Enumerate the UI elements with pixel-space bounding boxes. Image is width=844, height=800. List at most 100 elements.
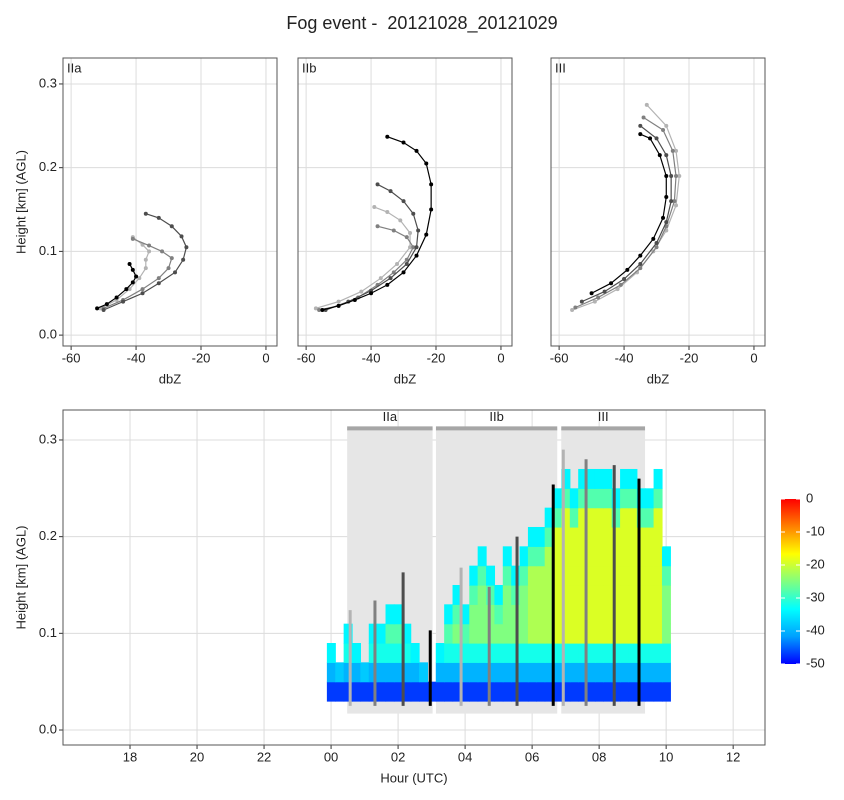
heat-cell (536, 546, 546, 567)
heat-cell (661, 584, 671, 605)
heat-cell (611, 604, 621, 625)
heat-cell (469, 604, 479, 625)
profile-point (596, 295, 601, 300)
heat-cell (603, 526, 613, 547)
profile-point (401, 140, 406, 145)
heat-cell (594, 468, 604, 489)
colorbar-tick-label: -50 (806, 655, 825, 670)
heat-cell (536, 565, 546, 586)
profile-point (625, 267, 630, 272)
heat-cell (343, 643, 353, 663)
heat-cell (402, 681, 412, 702)
heat-cell (343, 623, 353, 644)
heat-cell (494, 681, 504, 702)
profile-point (622, 277, 627, 282)
heat-cell (377, 643, 387, 663)
heat-cell (569, 507, 579, 528)
heat-cell (628, 681, 638, 702)
heat-cell (326, 643, 336, 663)
colorbar-tick-label: -10 (806, 523, 825, 538)
profile-point (618, 282, 623, 287)
heat-cell (494, 584, 504, 605)
heat-cell (519, 546, 529, 567)
heat-cell (620, 507, 630, 528)
heat-cell (477, 681, 487, 702)
heat-cell (578, 468, 588, 489)
heat-cell (527, 681, 537, 702)
profile-point (638, 266, 643, 271)
heat-cell (544, 604, 554, 625)
profile-point (140, 291, 145, 296)
heat-cell (578, 584, 588, 605)
heat-cell (653, 643, 663, 663)
heat-cell (352, 643, 361, 663)
heat-cell (561, 584, 571, 605)
heat-cell (611, 507, 621, 528)
heat-cell (444, 604, 454, 625)
heat-cell (544, 507, 554, 528)
heat-cell (527, 526, 537, 547)
profile-point (674, 174, 679, 179)
heat-cell (502, 681, 512, 702)
heat-cell (636, 507, 646, 528)
heat-cell (385, 604, 395, 625)
heat-cell (661, 565, 671, 586)
colorbar-tick-label: -30 (806, 589, 825, 604)
heat-cell (477, 584, 487, 605)
phase-label: III (598, 409, 609, 424)
heat-cell (519, 681, 529, 702)
heat-cell (553, 546, 563, 567)
heat-cell (402, 662, 412, 683)
heat-cell (628, 584, 638, 605)
profile-point (388, 189, 393, 194)
heat-cell (653, 507, 663, 528)
y-axis-label: Height [km] (AGL) (13, 150, 28, 254)
heat-cell (561, 604, 571, 625)
heat-cell (569, 681, 579, 702)
heat-cell (368, 681, 378, 702)
profile-point (160, 249, 165, 254)
panel-border (297, 57, 513, 347)
x-tick-label: 10 (659, 749, 673, 764)
heat-cell (494, 623, 504, 644)
heat-cell (519, 643, 529, 663)
heat-cell (419, 662, 429, 683)
heat-cell (536, 604, 546, 625)
colorbar-tick-label: -40 (806, 622, 825, 637)
heat-cell (611, 584, 621, 605)
heat-cell (561, 468, 571, 489)
heat-cell (352, 681, 361, 702)
x-tick-label: 08 (592, 749, 606, 764)
heat-cell (569, 643, 579, 663)
heat-cell (578, 643, 588, 663)
panel-background (63, 58, 277, 346)
profile-point (661, 128, 666, 132)
heat-cell (410, 662, 420, 683)
heat-cell (603, 468, 613, 489)
heat-cell (544, 584, 554, 605)
heat-cell (536, 584, 546, 605)
heat-cell (477, 546, 487, 567)
profile-point (651, 236, 656, 241)
x-axis-label: dbZ (647, 371, 669, 386)
phase-label: IIb (489, 409, 503, 424)
heat-cell (544, 565, 554, 586)
heat-cell (444, 623, 454, 644)
heat-cell (586, 643, 596, 663)
profile-point (579, 299, 584, 304)
heat-cell (385, 623, 395, 644)
heat-cell (502, 643, 512, 663)
profile-point (398, 218, 403, 223)
x-tick-label: -60 (297, 350, 316, 365)
profile-point (404, 257, 409, 262)
profile-point (638, 123, 643, 128)
y-tick-label: 0.3 (39, 431, 57, 446)
heat-cell (569, 623, 579, 644)
heat-cell (628, 546, 638, 567)
x-axis-label: dbZ (394, 371, 416, 386)
profile-point (378, 276, 383, 281)
heat-cell (594, 623, 604, 644)
x-tick-label: 0 (262, 350, 269, 365)
facet-label: III (555, 60, 566, 75)
heat-cell (469, 681, 479, 702)
